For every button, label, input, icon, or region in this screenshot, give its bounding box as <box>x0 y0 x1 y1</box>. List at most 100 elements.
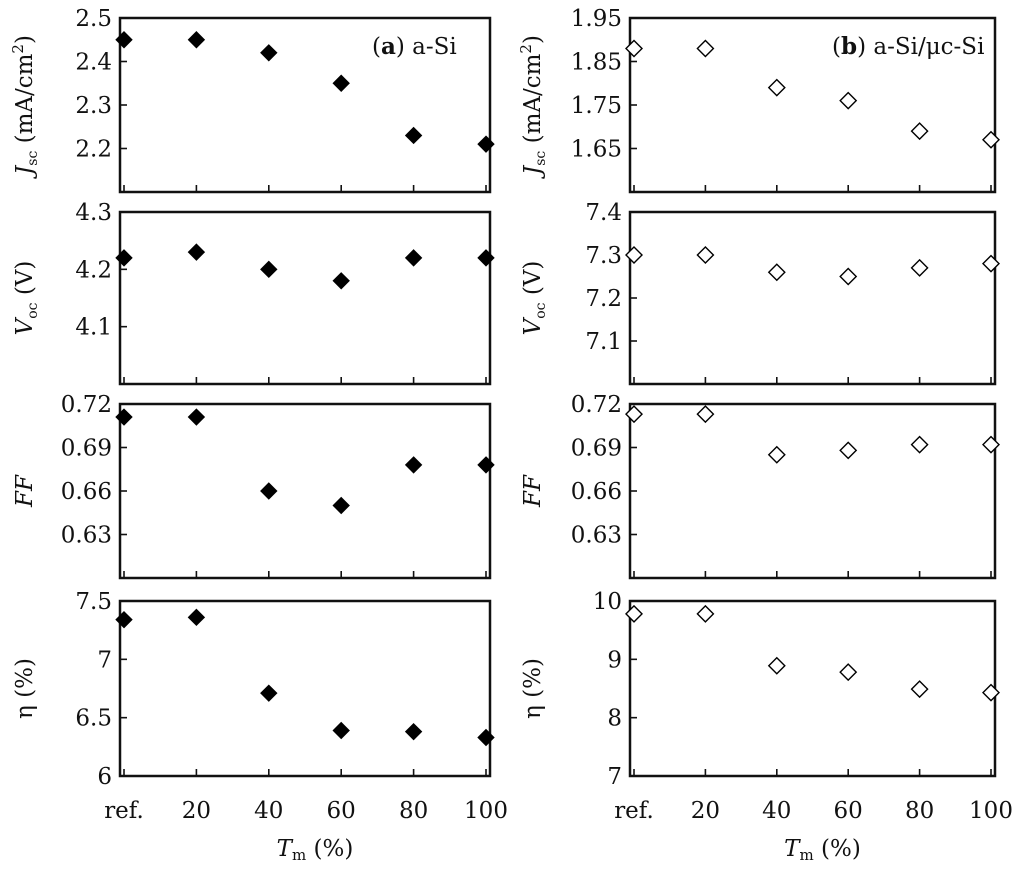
y-axis-label: Voc (V) <box>12 261 41 336</box>
data-point <box>910 122 929 141</box>
data-point <box>115 249 133 267</box>
data-point <box>404 249 423 267</box>
data-point <box>477 249 495 267</box>
data-point <box>187 408 206 426</box>
y-axis-label: Jsc (mA/cm2) <box>517 35 549 179</box>
plot-frame <box>628 210 997 386</box>
data-point <box>187 31 206 49</box>
data-point <box>260 44 278 62</box>
y-tick-label: 1.75 <box>571 93 622 119</box>
y-tick-label: 10 <box>593 589 622 615</box>
data-point <box>332 721 350 740</box>
y-tick-label: 4.3 <box>75 200 112 226</box>
data-point <box>332 496 350 515</box>
x-tick-label: 100 <box>464 798 508 824</box>
x-tick-label: 80 <box>399 798 428 824</box>
data-point <box>982 254 1000 273</box>
y-tick-label: 0.72 <box>571 392 622 418</box>
data-point <box>910 258 929 277</box>
y-tick-label: 2.4 <box>75 50 112 76</box>
data-point <box>332 74 350 92</box>
y-tick-label: 7.3 <box>585 243 622 269</box>
y-tick-label: 7 <box>607 764 622 790</box>
x-tick-label: 60 <box>834 798 863 824</box>
y-tick-label: 0.63 <box>61 523 112 549</box>
y-axis-label: FF <box>520 474 546 508</box>
data-point <box>982 130 1000 149</box>
y-tick-label: 7.4 <box>585 200 622 226</box>
plot-frame <box>118 210 492 386</box>
x-tick-label: 40 <box>254 798 283 824</box>
panel-annotation: (a) a-Si <box>372 33 457 60</box>
y-tick-label: 0.66 <box>61 479 112 505</box>
y-axis-label: η (%) <box>12 658 38 719</box>
data-point <box>404 456 423 474</box>
y-tick-label: 4.1 <box>75 315 112 341</box>
y-tick-label: 7.2 <box>585 286 622 312</box>
y-tick-label: 6.5 <box>75 706 112 732</box>
data-point <box>767 656 786 675</box>
plot-panel-b-4: 7 8 9 10 η (%) ref. 20 40 60 80 100 Tm (%) <box>520 589 1013 864</box>
y-axis-label: Voc (V) <box>520 261 549 336</box>
x-tick-label: 100 <box>969 798 1013 824</box>
data-point <box>625 246 643 264</box>
y-tick-label: 0.63 <box>571 523 622 549</box>
plot-panel-a-2: 4.1 4.2 4.3 Voc (V) <box>12 200 495 386</box>
x-axis-label: Tm (%) <box>277 836 354 864</box>
y-tick-label: 0.69 <box>571 436 622 462</box>
plot-panel-b-3: 0.63 0.66 0.69 0.72 FF <box>520 392 1000 580</box>
y-tick-label: 1.65 <box>571 137 622 163</box>
data-point <box>839 91 858 110</box>
data-point <box>625 405 643 424</box>
data-point <box>477 728 495 747</box>
plot-panel-a-4: 6 6.5 7 7.5 η (%) ref. 20 40 60 80 100 Tm (%) <box>12 589 508 864</box>
plot-frame <box>628 599 997 778</box>
data-point <box>696 39 715 58</box>
data-point <box>625 604 643 623</box>
data-point <box>696 246 715 264</box>
data-point <box>260 260 278 279</box>
data-point <box>115 610 133 629</box>
y-tick-label: 9 <box>607 647 622 673</box>
data-point <box>910 680 929 699</box>
y-tick-label: 7 <box>97 647 112 673</box>
plot-panel-a-1: 2.2 2.3 2.4 2.5 Jsc (mA/cm2) (a) a-Si <box>9 6 495 194</box>
data-point <box>982 683 1000 702</box>
plot-frame <box>118 599 492 778</box>
x-tick-label: 20 <box>182 798 211 824</box>
data-point <box>625 39 643 58</box>
data-point <box>767 78 786 97</box>
y-axis-label: Jsc (mA/cm2) <box>9 35 41 179</box>
data-point <box>260 684 278 702</box>
y-tick-label: 4.2 <box>75 257 112 283</box>
y-tick-label: 0.69 <box>61 436 112 462</box>
y-tick-label: 0.66 <box>571 479 622 505</box>
data-point <box>767 263 786 282</box>
y-axis-label: FF <box>12 474 38 508</box>
y-tick-label: 2.3 <box>75 93 112 119</box>
plot-panel-b-2: 7.1 7.2 7.3 7.4 Voc (V) <box>520 200 1000 386</box>
data-point <box>477 135 495 153</box>
y-tick-label: 0.72 <box>61 392 112 418</box>
y-tick-label: 1.95 <box>571 6 622 32</box>
data-point <box>115 408 133 426</box>
x-tick-label: 60 <box>327 798 356 824</box>
x-tick-label: ref. <box>614 798 654 824</box>
plot-panel-a-3: 0.63 0.66 0.69 0.72 FF <box>12 392 495 580</box>
y-tick-label: 7.1 <box>585 329 622 355</box>
y-tick-label: 7.5 <box>75 589 112 615</box>
y-tick-label: 1.85 <box>571 50 622 76</box>
data-point <box>332 272 350 290</box>
data-point <box>404 722 423 741</box>
data-point <box>767 445 786 464</box>
data-point <box>839 663 858 682</box>
plot-frame <box>628 402 997 580</box>
x-tick-label: 80 <box>905 798 934 824</box>
panel-annotation: (b) a-Si/μc-Si <box>832 33 984 60</box>
plot-frame <box>118 402 492 580</box>
data-point <box>187 243 206 261</box>
y-tick-label: 6 <box>97 764 112 790</box>
data-point <box>115 31 133 49</box>
data-point <box>260 482 278 500</box>
